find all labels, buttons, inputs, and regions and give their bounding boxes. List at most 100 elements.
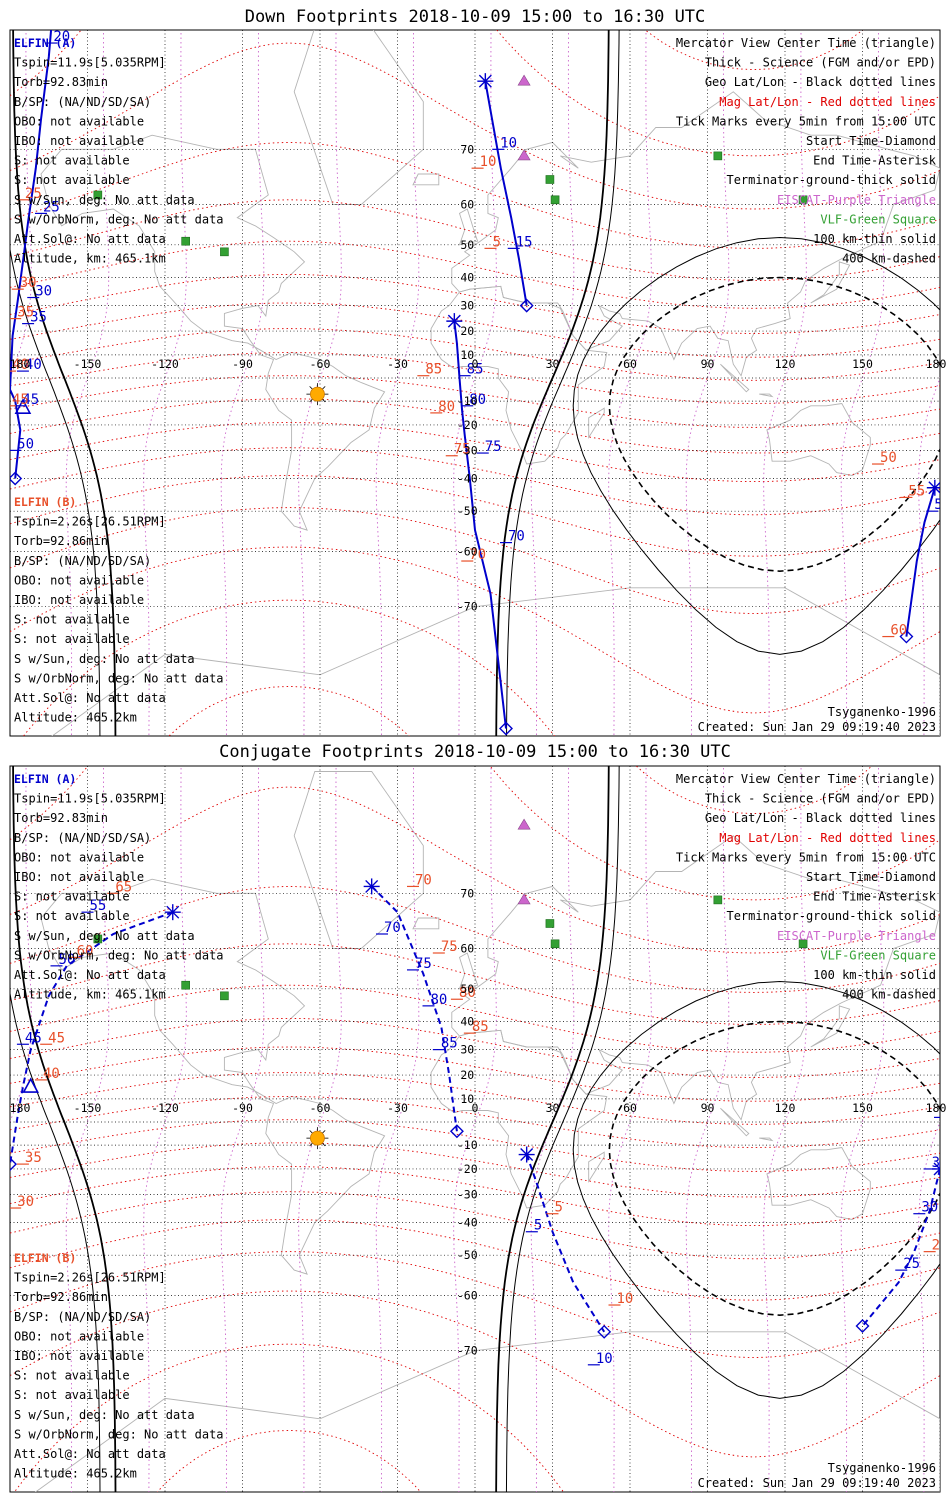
lat-tick-label: 20	[460, 324, 474, 338]
lat-tick-label: -10	[457, 1138, 478, 1152]
tick-label: 30	[17, 1194, 34, 1210]
elfin-a-info: ELFIN (A) Tspin=11.9s[5.035RPM] Torb=92.83…	[14, 772, 224, 1002]
asterisk-stroke	[928, 481, 940, 495]
coastline	[458, 952, 479, 990]
mag-latitude-line	[10, 1046, 940, 1102]
tick-label: 40	[12, 357, 29, 373]
eiscat-triangle	[517, 893, 531, 905]
map-area: 5550457075808551040353025656045403530707…	[10, 766, 940, 1492]
asterisk-stroke	[933, 1167, 940, 1176]
coastline	[430, 1029, 608, 1209]
mag-latitude-line	[10, 375, 940, 428]
end-asterisk	[518, 1146, 535, 1163]
coastline	[759, 393, 774, 398]
coastline	[588, 1151, 605, 1183]
tick-label: 10	[596, 1351, 613, 1367]
tick-label: 65	[115, 879, 132, 895]
lat-tick-label: -40	[457, 1216, 478, 1230]
coastline	[451, 835, 940, 1121]
tick-label: 25	[25, 186, 42, 202]
start-diamond	[10, 471, 23, 486]
lat-tick-label: -70	[457, 600, 478, 614]
lon-tick-label: -90	[232, 357, 253, 371]
tick-label: 30	[20, 275, 37, 291]
model-label: Tsyganenko-1996	[828, 705, 936, 719]
legend-entry: Terminator-ground-thick solid	[726, 909, 936, 923]
lat-tick-label: 60	[460, 941, 474, 955]
geo-grid	[10, 30, 940, 736]
coastline	[458, 208, 479, 246]
legend-entry: Thick - Science (FGM and/or EPD)	[705, 792, 936, 806]
tick-label: 80	[459, 985, 476, 1001]
elfin-b-line: S: not available	[14, 632, 130, 646]
lat-tick-label: 10	[460, 348, 474, 362]
mag-latitude-line	[10, 1191, 940, 1260]
coastline	[40, 878, 386, 1275]
legend-entry: Terminator-ground-thick solid	[726, 173, 936, 187]
mag-latitude-line	[10, 398, 940, 454]
elfin-b-info: ELFIN (B) Tspin=2.26s[26.51RPM] Torb=92.86…	[14, 1251, 224, 1481]
asterisk-stroke	[520, 1148, 534, 1162]
tick-label: 60	[890, 623, 907, 639]
legend-entry: Thick - Science (FGM and/or EPD)	[705, 56, 936, 70]
lon-tick-label: 180	[10, 1101, 31, 1115]
legend-entry: Geo Lat/Lon - Black dotted lines	[705, 75, 936, 89]
lon-tick-label: 150	[852, 357, 873, 371]
lat-tick-label: -20	[457, 1162, 478, 1176]
lon-tick-label: 0	[472, 1101, 479, 1115]
elfin-b-line: S w/OrbNorm, deg: No att data	[14, 1427, 224, 1441]
legend-entry: Mag Lat/Lon - Red dotted lines	[719, 831, 936, 845]
elfin-a-line: S w/OrbNorm, deg: No att data	[14, 948, 224, 962]
legend-entry: Mercator View Center Time (triangle)	[676, 36, 936, 50]
vlf-square	[220, 247, 229, 257]
sun-icon	[310, 1130, 325, 1146]
elfin-b-line: B/SP: (NA/ND/SD/SA)	[14, 554, 151, 568]
lon-tick-label: -60	[310, 357, 331, 371]
tick-label: 55	[908, 483, 925, 499]
lon-tick-label: 180	[926, 1101, 947, 1115]
vlf-square	[550, 195, 560, 205]
lon-tick-label: 180	[926, 357, 947, 371]
lon-tick-label: 90	[701, 1101, 715, 1115]
center-time-triangle	[22, 1077, 40, 1093]
legend-entry: VLF-Green Square	[820, 212, 936, 226]
elfin-b-line: IBO: not available	[14, 1349, 144, 1363]
elfin-b-line: S w/Sun, deg: No att data	[14, 652, 195, 666]
legend: Mercator View Center Time (triangle) Thic…	[676, 36, 937, 266]
tick-label: 50	[17, 436, 34, 452]
terminators	[10, 30, 940, 736]
tick-label: 80	[469, 392, 486, 408]
elfin-a-line: S: not available	[14, 909, 130, 923]
mag-latitude-line	[10, 885, 940, 993]
eiscat-triangle	[517, 74, 531, 86]
vlf-square	[181, 980, 190, 990]
sun-ray	[322, 1130, 326, 1134]
terminator-line	[505, 766, 620, 1492]
vlf-square	[93, 190, 103, 200]
legend-entry: 100 km-thin solid	[813, 968, 936, 982]
terminator-line	[506, 30, 620, 736]
elfin-a-line: Tspin=11.9s[5.035RPM]	[14, 792, 166, 806]
mag-latitude-line	[10, 422, 940, 483]
end-asterisk	[164, 904, 181, 921]
coastline	[40, 134, 386, 531]
mag-latitude-line	[10, 1096, 940, 1148]
tick-label: 5	[493, 234, 501, 250]
elfin-b-line: Att.Sol@: No att data	[14, 691, 166, 705]
footprint-track	[525, 1154, 606, 1333]
coastline	[51, 587, 940, 736]
elfin-b-line: Torb=92.86min	[14, 534, 108, 548]
legend-entry: Tick Marks every 5min from 15:00 UTC	[676, 850, 936, 864]
elfin-a-line: Torb=92.83min	[14, 75, 108, 89]
vlf-square	[545, 919, 555, 928]
vlf-square	[798, 195, 808, 205]
lon-tick-label: -150	[74, 1101, 102, 1115]
legend-entry: 400 km-dashed	[842, 252, 936, 266]
elfin-b-line: B/SP: (NA/ND/SD/SA)	[14, 1310, 151, 1324]
tick-label: 45	[22, 392, 39, 408]
end-asterisk	[477, 73, 494, 90]
start-diamond	[899, 629, 914, 644]
legend-entry: Start Time-Diamond	[806, 134, 936, 148]
terminator-line	[12, 30, 117, 736]
elfin-a-line: S: not available	[14, 890, 130, 904]
